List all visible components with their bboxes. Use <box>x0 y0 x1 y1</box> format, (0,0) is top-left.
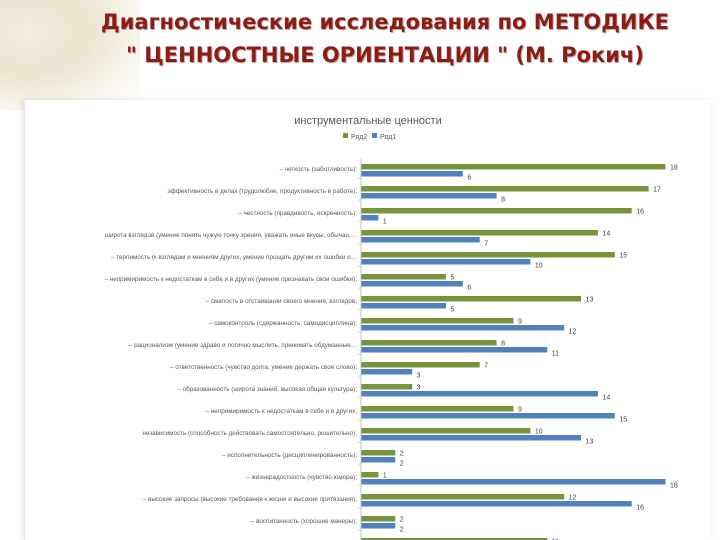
category-label: – исполнительность (дисциплинированность… <box>222 452 357 459</box>
data-label: 14 <box>602 231 610 238</box>
data-label: 12 <box>569 495 577 502</box>
data-label: 15 <box>619 417 627 424</box>
legend-label: Ряд2 <box>351 134 367 141</box>
bar-Ряд2 <box>361 362 480 368</box>
bar-Ряд2 <box>361 252 615 258</box>
bar-Ряд1 <box>361 303 446 309</box>
bar-Ряд1 <box>361 391 598 397</box>
bar-Ряд2 <box>361 516 396 522</box>
chart-title: инструментальные ценности <box>294 115 441 127</box>
slide-title-line-2: " ЦЕННОСТНЫЕ ОРИЕНТАЦИИ " (М. Рокич) <box>126 43 644 67</box>
data-label: 3 <box>417 373 421 380</box>
bar-Ряд2 <box>361 164 666 170</box>
data-label: 6 <box>467 175 471 182</box>
bar-Ряд2 <box>361 472 379 478</box>
bar-Ряд1 <box>361 479 666 485</box>
category-label: – высокие запросы (высокие требования к … <box>143 495 358 503</box>
legend-swatch <box>372 133 377 138</box>
data-label: 10 <box>535 429 543 436</box>
data-label: 18 <box>670 165 678 172</box>
category-label: – терпимость (к взглядам и мнениям други… <box>111 253 357 261</box>
data-label: 1 <box>383 473 387 480</box>
data-label: 15 <box>619 253 627 260</box>
bar-Ряд2 <box>361 274 446 280</box>
data-label: 16 <box>636 505 644 512</box>
category-label: – рационализм (умение здраво и логично м… <box>129 341 357 349</box>
category-label: – четкость (заботливость); <box>280 165 358 173</box>
slide-title: Диагностические исследования по МЕТОДИКЕ… <box>60 6 710 72</box>
bar-Ряд1 <box>361 193 497 199</box>
slide-title-line-1: Диагностические исследования по МЕТОДИКЕ <box>100 10 669 34</box>
legend-label: Ряд1 <box>380 134 396 141</box>
bar-Ряд1 <box>361 501 632 507</box>
bar-Ряд1 <box>361 347 548 353</box>
category-label: широта взглядов (умение понять чужую точ… <box>105 231 357 239</box>
data-label: 8 <box>501 197 505 204</box>
data-label: 5 <box>450 307 454 314</box>
bar-Ряд2 <box>361 208 632 214</box>
bar-Ряд1 <box>361 413 615 419</box>
bar-Ряд1 <box>361 281 463 287</box>
category-label: эффективность в делах (трудолюбие, проду… <box>167 187 357 195</box>
data-label: 11 <box>552 539 559 540</box>
category-label: – самоконтроль (сдержанность, самодисцип… <box>209 320 357 327</box>
category-label: – ответственность (чувство долга, умение… <box>170 364 357 371</box>
bar-Ряд2 <box>361 340 497 346</box>
data-label: 7 <box>484 363 488 370</box>
legend-swatch <box>343 133 348 138</box>
bar-Ряд1 <box>361 325 565 331</box>
bar-Ряд2 <box>361 384 413 390</box>
bar-Ряд2 <box>361 230 598 236</box>
bar-Ряд2 <box>361 296 582 302</box>
category-label: – жизнерадостность (чувство юмора); <box>246 474 357 481</box>
bar-Ряд2 <box>361 494 565 500</box>
bar-Ряд2 <box>361 318 514 324</box>
bar-Ряд1 <box>361 435 582 441</box>
category-label: – воспитанность (хорошие манеры); <box>251 518 357 525</box>
data-label: 9 <box>518 407 522 414</box>
data-label: 14 <box>602 395 610 402</box>
data-label: 13 <box>586 439 594 446</box>
bar-Ряд2 <box>361 406 514 412</box>
category-label: – непримиримость к недостаткам в себе и … <box>206 407 358 415</box>
data-label: 2 <box>400 451 404 458</box>
data-label: 2 <box>400 527 404 534</box>
category-label: – образованность (широта знаний, высокая… <box>177 385 357 393</box>
data-label: 3 <box>417 385 421 392</box>
data-label: 16 <box>636 209 644 216</box>
bar-Ряд1 <box>361 237 480 243</box>
bar-Ряд1 <box>361 259 531 265</box>
category-label: – непримиримость к недостаткам в себе и … <box>104 275 357 283</box>
chart-area: инструментальные ценности Ряд2 Ряд1 – четко… <box>24 100 711 540</box>
data-label: 9 <box>518 319 522 326</box>
data-label: 11 <box>552 351 559 358</box>
data-label: 7 <box>484 241 488 248</box>
data-label: 10 <box>535 263 543 270</box>
data-label: 6 <box>467 285 471 292</box>
bar-Ряд1 <box>361 457 396 463</box>
data-label: 17 <box>653 187 661 194</box>
bar-Ряд1 <box>361 369 413 375</box>
data-label: 1 <box>383 219 387 226</box>
bar-Ряд2 <box>361 428 531 434</box>
bar-Ряд2 <box>361 186 649 192</box>
data-label: 2 <box>400 517 404 524</box>
data-label: 8 <box>501 341 505 348</box>
data-label: 2 <box>400 461 404 468</box>
category-label: – смелость в отстаивании своего мнения, … <box>206 298 358 305</box>
category-label: независимость (способность действовать с… <box>142 429 357 437</box>
category-label: – честность (правдивость, искренность); <box>238 210 357 217</box>
data-label: 5 <box>450 275 454 282</box>
bar-Ряд1 <box>361 215 379 221</box>
bar-chart: инструментальные ценности Ряд2 Ряд1 – четко… <box>104 115 678 540</box>
data-label: 18 <box>670 483 678 490</box>
data-label: 12 <box>569 329 577 336</box>
bar-Ряд2 <box>361 450 396 456</box>
data-label: 13 <box>586 297 594 304</box>
bar-Ряд2 <box>361 538 548 540</box>
bar-Ряд1 <box>361 523 396 529</box>
background-decoration <box>0 0 140 110</box>
bar-Ряд1 <box>361 171 463 177</box>
